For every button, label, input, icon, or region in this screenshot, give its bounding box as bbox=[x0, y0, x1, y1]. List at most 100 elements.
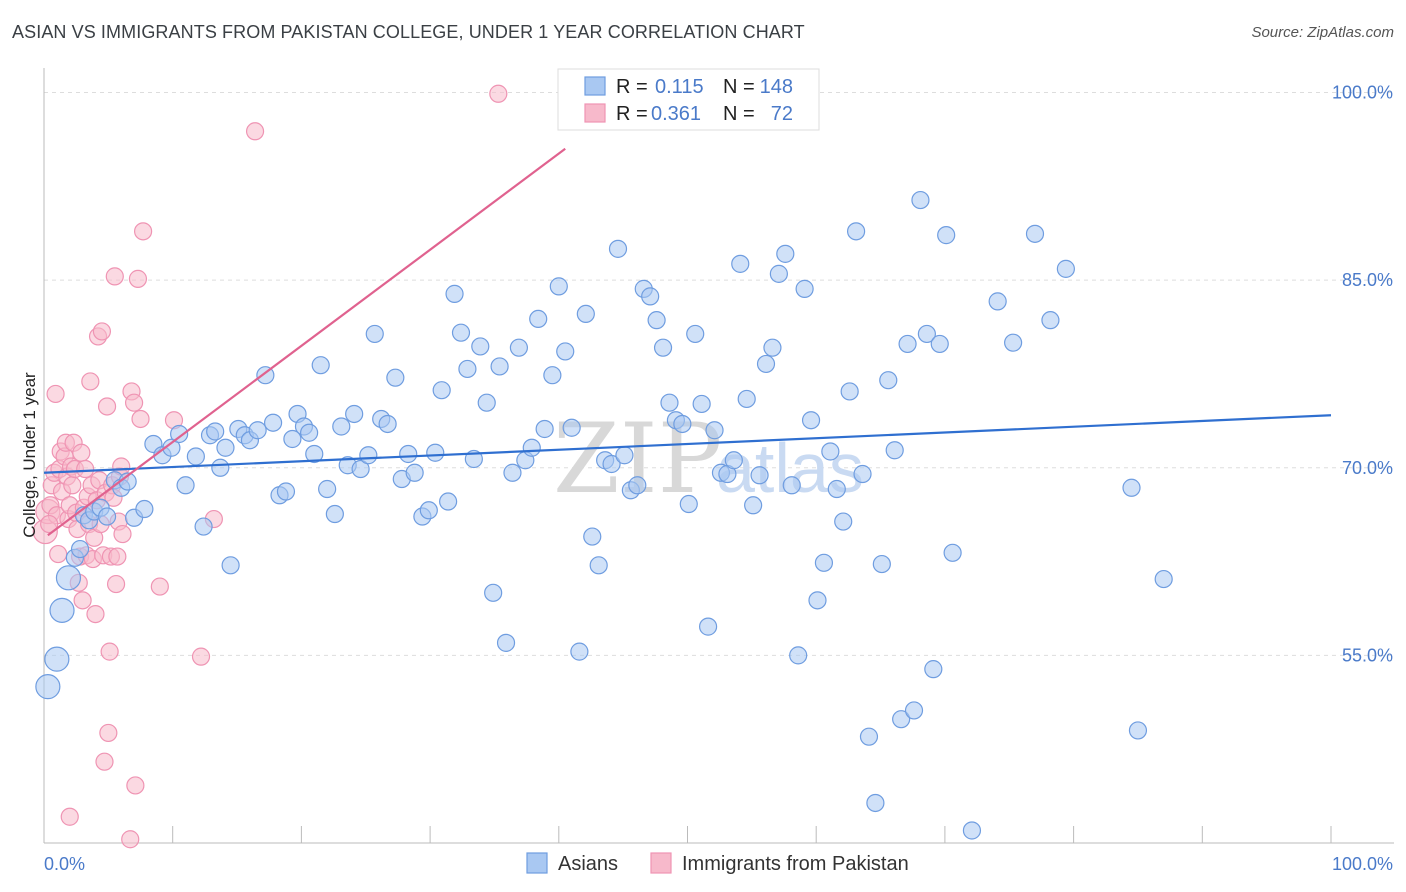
asian-point bbox=[647, 311, 666, 330]
pakistan-point bbox=[128, 269, 148, 288]
asian-point bbox=[543, 366, 562, 385]
x-tick-label: 0.0% bbox=[44, 854, 85, 874]
y-tick-label: 70.0% bbox=[1342, 458, 1393, 478]
asians-series bbox=[35, 190, 1173, 840]
pakistan-trend-line bbox=[47, 147, 566, 537]
asian-point bbox=[305, 444, 324, 464]
asian-point bbox=[872, 554, 891, 574]
asian-point bbox=[705, 421, 724, 440]
asian-point bbox=[756, 354, 776, 374]
asian-point bbox=[484, 583, 503, 602]
asian-point bbox=[300, 423, 319, 442]
pakistan-point bbox=[108, 547, 127, 566]
asian-point bbox=[1128, 721, 1148, 740]
asian-point bbox=[911, 190, 930, 210]
pakistan-point bbox=[150, 577, 169, 596]
asian-point bbox=[162, 438, 181, 457]
legend-r-label-2: R = bbox=[616, 103, 648, 125]
pakistan-point bbox=[73, 591, 92, 610]
asian-point bbox=[359, 446, 378, 465]
asian-point bbox=[276, 482, 296, 501]
legend-n-value-1: 148 bbox=[760, 76, 793, 98]
asian-point bbox=[615, 446, 634, 465]
asian-point bbox=[930, 334, 949, 354]
asian-point bbox=[846, 222, 866, 241]
asian-point bbox=[744, 496, 763, 515]
trend-lines bbox=[43, 147, 1332, 537]
asian-point bbox=[186, 447, 205, 466]
asian-point bbox=[763, 338, 782, 357]
legend-n-value-2: 72 bbox=[771, 103, 793, 125]
asian-point bbox=[821, 442, 840, 461]
asian-point bbox=[419, 501, 438, 520]
asian-point bbox=[522, 438, 541, 457]
pakistan-point bbox=[92, 322, 112, 341]
asian-point bbox=[345, 404, 364, 424]
asian-point bbox=[782, 476, 801, 495]
asian-point bbox=[731, 254, 750, 273]
asian-point bbox=[432, 381, 451, 400]
asian-point bbox=[509, 338, 529, 357]
asian-point bbox=[898, 334, 917, 354]
legend-label-pakistan: Immigrants from Pakistan bbox=[682, 853, 909, 875]
asian-point bbox=[556, 342, 575, 361]
asian-point bbox=[311, 356, 330, 375]
asian-point bbox=[943, 543, 962, 562]
asian-point bbox=[325, 504, 344, 524]
asian-point bbox=[445, 284, 464, 303]
asian-point bbox=[937, 226, 956, 245]
asian-point bbox=[962, 821, 982, 840]
asian-point bbox=[641, 287, 660, 306]
asian-point bbox=[750, 466, 769, 485]
pakistan-point bbox=[126, 776, 145, 795]
asian-point bbox=[808, 591, 827, 610]
chart-title: ASIAN VS IMMIGRANTS FROM PAKISTAN COLLEG… bbox=[12, 22, 805, 42]
legend-swatch-asians-bottom bbox=[526, 852, 548, 874]
asian-point bbox=[576, 304, 595, 324]
pakistan-point bbox=[131, 409, 150, 429]
pakistan-point bbox=[489, 84, 508, 103]
asian-point bbox=[49, 597, 75, 623]
asian-point bbox=[885, 441, 904, 460]
asian-point bbox=[529, 309, 548, 329]
asian-point bbox=[70, 539, 90, 559]
asian-point bbox=[399, 444, 418, 464]
asian-point bbox=[378, 414, 397, 434]
asian-point bbox=[458, 359, 477, 379]
asian-point bbox=[789, 646, 808, 665]
asian-point bbox=[1025, 224, 1045, 243]
asian-point bbox=[892, 710, 911, 729]
asian-point bbox=[859, 727, 879, 746]
asian-point bbox=[653, 338, 673, 357]
pakistan-point bbox=[95, 752, 114, 771]
pakistan-point bbox=[46, 384, 65, 404]
asians-trend-line bbox=[43, 414, 1332, 474]
asian-point bbox=[194, 517, 213, 536]
asian-point bbox=[216, 438, 235, 457]
asian-point bbox=[1041, 311, 1060, 330]
pakistan-point bbox=[72, 443, 91, 462]
asian-point bbox=[879, 371, 898, 390]
series-legend: Asians Immigrants from Pakistan bbox=[526, 852, 909, 875]
asian-point bbox=[471, 337, 490, 356]
tick-labels: 55.0% 70.0% 85.0% 100.0% 0.0% 100.0% bbox=[44, 83, 1393, 874]
legend-r-value-2: 0.361 bbox=[651, 103, 701, 125]
pakistan-point bbox=[121, 830, 140, 849]
pakistan-series bbox=[32, 84, 508, 849]
asian-point bbox=[562, 418, 581, 437]
asian-point bbox=[426, 443, 445, 462]
asian-point bbox=[451, 323, 471, 342]
pakistan-point bbox=[99, 723, 118, 743]
asian-point bbox=[211, 458, 230, 477]
legend-r-label-1: R = bbox=[616, 76, 648, 98]
asian-point bbox=[988, 292, 1007, 311]
asian-point bbox=[35, 674, 61, 700]
y-tick-label: 55.0% bbox=[1342, 645, 1393, 665]
asian-point bbox=[769, 264, 788, 283]
y-tick-label: 85.0% bbox=[1342, 270, 1393, 290]
asian-point bbox=[496, 633, 516, 652]
asian-point bbox=[660, 393, 679, 412]
asian-point bbox=[1056, 259, 1075, 278]
asian-point bbox=[351, 459, 370, 479]
asian-point bbox=[840, 382, 859, 401]
